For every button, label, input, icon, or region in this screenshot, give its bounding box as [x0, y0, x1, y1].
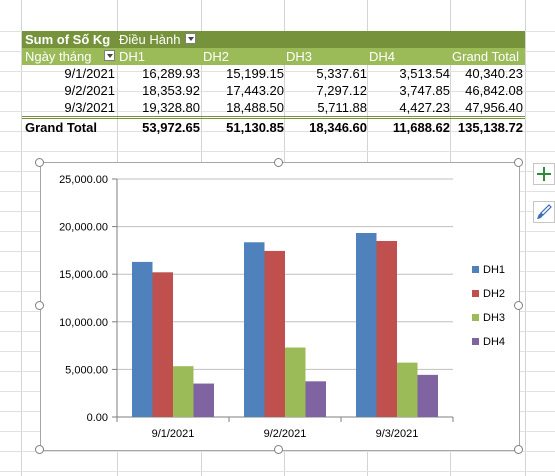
table-cell[interactable]: 47,956.40 — [465, 100, 523, 115]
table-cell[interactable]: 135,138.72 — [457, 120, 523, 135]
resize-handle-bottom-right[interactable] — [514, 445, 523, 454]
grand-total-label[interactable]: Grand Total — [25, 120, 97, 135]
row-label[interactable]: 9/2/2021 — [64, 83, 115, 98]
resize-handle-top[interactable] — [274, 158, 283, 167]
y-tick-label: 25,000.00 — [59, 174, 108, 186]
table-row: 9/2/2021 18,353.92 17,443.20 7,297.12 3,… — [22, 82, 525, 99]
table-cell[interactable]: 53,972.65 — [142, 120, 200, 135]
y-tick-label: 5,000.00 — [65, 364, 108, 376]
column-filter-dropdown[interactable] — [185, 33, 196, 44]
bar-dh4-3 — [417, 374, 438, 417]
bar-dh1-2 — [244, 242, 265, 417]
y-tick-label: 15,000.00 — [59, 269, 108, 281]
table-cell[interactable]: 51,130.85 — [226, 120, 284, 135]
bar-dh3-3 — [397, 362, 418, 417]
resize-handle-right[interactable] — [514, 301, 523, 310]
resize-handle-bottom-left[interactable] — [35, 445, 44, 454]
table-row: 9/3/2021 19,328.80 18,488.50 5,711.88 4,… — [22, 99, 525, 116]
column-header-dh1[interactable]: DH1 — [119, 49, 146, 64]
plus-icon — [537, 167, 551, 181]
table-cell[interactable]: 18,353.92 — [142, 83, 200, 98]
table-cell[interactable]: 3,513.54 — [399, 66, 450, 81]
table-cell[interactable]: 15,199.15 — [226, 66, 284, 81]
bar-dh2-2 — [264, 250, 285, 417]
bar-dh2-1 — [152, 272, 173, 417]
x-tick-label: 9/1/2021 — [152, 428, 195, 440]
row-filter-dropdown[interactable] — [104, 50, 115, 61]
bar-dh3-1 — [173, 366, 194, 417]
legend-label-dh2: DH2 — [483, 288, 505, 300]
pivot-header-row: Sum of Số Kg Điều Hành — [22, 31, 525, 48]
legend-swatch-dh4 — [472, 338, 479, 345]
chart-canvas: 0.00 5,000.00 10,000.00 15,000.00 20,000.00 2… — [59, 174, 505, 440]
x-tick-label: 9/2/2021 — [264, 428, 307, 440]
row-label[interactable]: 9/1/2021 — [64, 66, 115, 81]
table-cell[interactable]: 40,340.23 — [465, 66, 523, 81]
bar-dh4-1 — [193, 383, 214, 417]
column-header-dh3[interactable]: DH3 — [286, 49, 313, 64]
bar-dh1-3 — [356, 232, 377, 417]
y-tick-label: 0.00 — [87, 412, 108, 424]
total-separator — [22, 116, 525, 119]
legend-swatch-dh1 — [472, 266, 479, 273]
table-cell[interactable]: 7,297.12 — [316, 83, 367, 98]
table-row: 9/1/2021 16,289.93 15,199.15 5,337.61 3,… — [22, 65, 525, 82]
paintbrush-icon — [537, 204, 552, 219]
table-cell[interactable]: 3,747.85 — [399, 83, 450, 98]
y-tick-label: 20,000.00 — [59, 222, 108, 234]
column-header-dh4[interactable]: DH4 — [369, 49, 396, 64]
resize-handle-bottom[interactable] — [274, 445, 283, 454]
column-field-label: Điều Hành — [119, 32, 181, 47]
legend-label-dh4: DH4 — [483, 336, 505, 348]
row-field-label: Ngày tháng — [25, 49, 92, 64]
legend-swatch-dh2 — [472, 290, 479, 297]
bar-dh3-2 — [285, 347, 306, 417]
table-cell[interactable]: 5,711.88 — [317, 100, 367, 115]
table-cell[interactable]: 11,688.62 — [392, 120, 450, 135]
resize-handle-left[interactable] — [35, 301, 44, 310]
table-cell[interactable]: 46,842.08 — [465, 83, 523, 98]
y-tick-label: 10,000.00 — [59, 317, 108, 329]
pivot-title: Sum of Số Kg — [22, 31, 117, 48]
resize-handle-top-left[interactable] — [35, 158, 44, 167]
chart-elements-button[interactable] — [533, 163, 555, 185]
column-row-bg — [22, 48, 525, 65]
pivot-chart[interactable]: 0.00 5,000.00 10,000.00 15,000.00 20,000.00 2… — [40, 162, 520, 451]
pivot-column-row: Ngày tháng DH1 DH2 DH3 DH4 Grand Total — [22, 48, 525, 65]
table-cell[interactable]: 17,443.20 — [226, 83, 284, 98]
bar-dh1-1 — [132, 261, 153, 417]
column-header-grand-total[interactable]: Grand Total — [452, 49, 519, 64]
grand-total-row: Grand Total 53,972.65 51,130.85 18,346.6… — [22, 119, 525, 136]
legend-swatch-dh3 — [472, 314, 479, 321]
resize-handle-top-right[interactable] — [514, 158, 523, 167]
x-tick-label: 9/3/2021 — [376, 428, 419, 440]
legend-label-dh1: DH1 — [483, 264, 505, 276]
bar-dh4-2 — [305, 381, 326, 417]
table-cell[interactable]: 18,488.50 — [226, 100, 284, 115]
row-label[interactable]: 9/3/2021 — [64, 100, 115, 115]
column-header-dh2[interactable]: DH2 — [203, 49, 230, 64]
table-cell[interactable]: 5,337.61 — [316, 66, 367, 81]
legend-label-dh3: DH3 — [483, 312, 505, 324]
table-cell[interactable]: 19,328.80 — [142, 100, 200, 115]
table-cell[interactable]: 16,289.93 — [142, 66, 200, 81]
table-cell[interactable]: 18,346.60 — [309, 120, 367, 135]
bar-dh2-3 — [376, 240, 397, 417]
chart-styles-button[interactable] — [533, 201, 555, 223]
column-field-bar — [117, 31, 525, 48]
table-cell[interactable]: 4,427.23 — [399, 100, 450, 115]
